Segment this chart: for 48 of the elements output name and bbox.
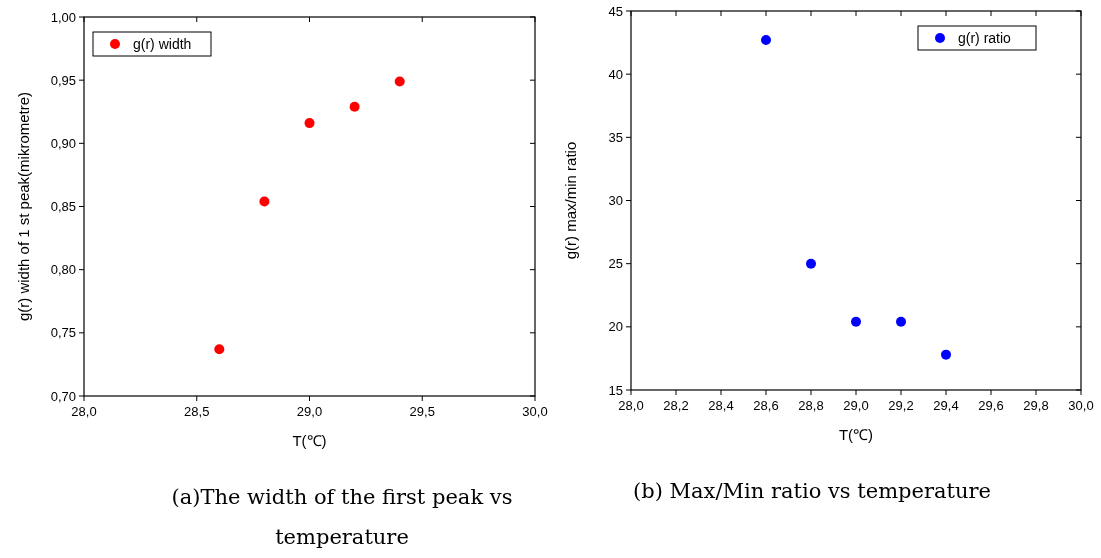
y-axis-title: g(r) max/min ratio xyxy=(562,141,579,260)
x-axis-title: T(℃) xyxy=(838,426,874,443)
x-tick-label: 28,8 xyxy=(798,398,824,413)
point xyxy=(259,196,270,207)
x-tick-label: 29,0 xyxy=(296,404,323,419)
legend-label: g(r) ratio xyxy=(958,29,1012,46)
y-tick-label: 0,90 xyxy=(50,135,76,151)
x-tick-label: 28,0 xyxy=(71,404,97,419)
x-tick-label: 29,5 xyxy=(409,404,435,419)
y-tick-label: 0,80 xyxy=(50,262,76,278)
point xyxy=(851,316,861,327)
text: (b) Max/Min ratio vs temperature xyxy=(633,479,991,503)
y-axis-title: g(r) width of 1 st peak(mikrometre) xyxy=(15,91,32,322)
y-tick-label: 0,85 xyxy=(50,199,76,215)
y-tick-label: 15 xyxy=(608,382,623,398)
x-axis-title: T(℃) xyxy=(292,432,327,449)
point xyxy=(941,349,951,360)
y-tick-label: 0,75 xyxy=(50,325,76,341)
y-tick-label: 35 xyxy=(608,129,623,145)
x-tick-label: 29,2 xyxy=(888,398,914,413)
point xyxy=(349,101,360,112)
x-tick-label: 28,2 xyxy=(663,398,689,413)
y-tick-label: 25 xyxy=(608,256,623,272)
point xyxy=(896,316,906,327)
x-tick-label: 30,0 xyxy=(522,404,548,419)
y-tick-label: 30 xyxy=(608,193,623,209)
point xyxy=(304,118,315,129)
x-tick-label: 28,6 xyxy=(753,398,779,413)
x-tick-label: 28,5 xyxy=(184,404,210,419)
y-tick-label: 1,00 xyxy=(50,9,76,25)
x-tick-label: 30,0 xyxy=(1068,398,1094,413)
text: (a)The width of the first peak vs temperature xyxy=(171,485,513,549)
x-tick-label: 29,8 xyxy=(1023,398,1049,413)
point xyxy=(806,258,816,269)
y-tick-label: 0,95 xyxy=(50,72,76,88)
x-tick-label: 29,6 xyxy=(978,398,1004,413)
legend-label: g(r) width xyxy=(133,35,192,52)
y-tick-label: 40 xyxy=(608,66,623,82)
x-tick-label: 29,0 xyxy=(843,398,869,413)
x-tick-label: 28,0 xyxy=(618,398,644,413)
x-tick-label: 28,4 xyxy=(708,398,734,413)
x-tick-label: 29,4 xyxy=(933,398,959,413)
point xyxy=(761,35,771,46)
y-tick-label: 45 xyxy=(608,3,623,19)
y-tick-label: 0,70 xyxy=(50,388,76,404)
y-tick-label: 20 xyxy=(608,319,623,335)
point xyxy=(394,76,405,87)
point xyxy=(214,344,225,355)
